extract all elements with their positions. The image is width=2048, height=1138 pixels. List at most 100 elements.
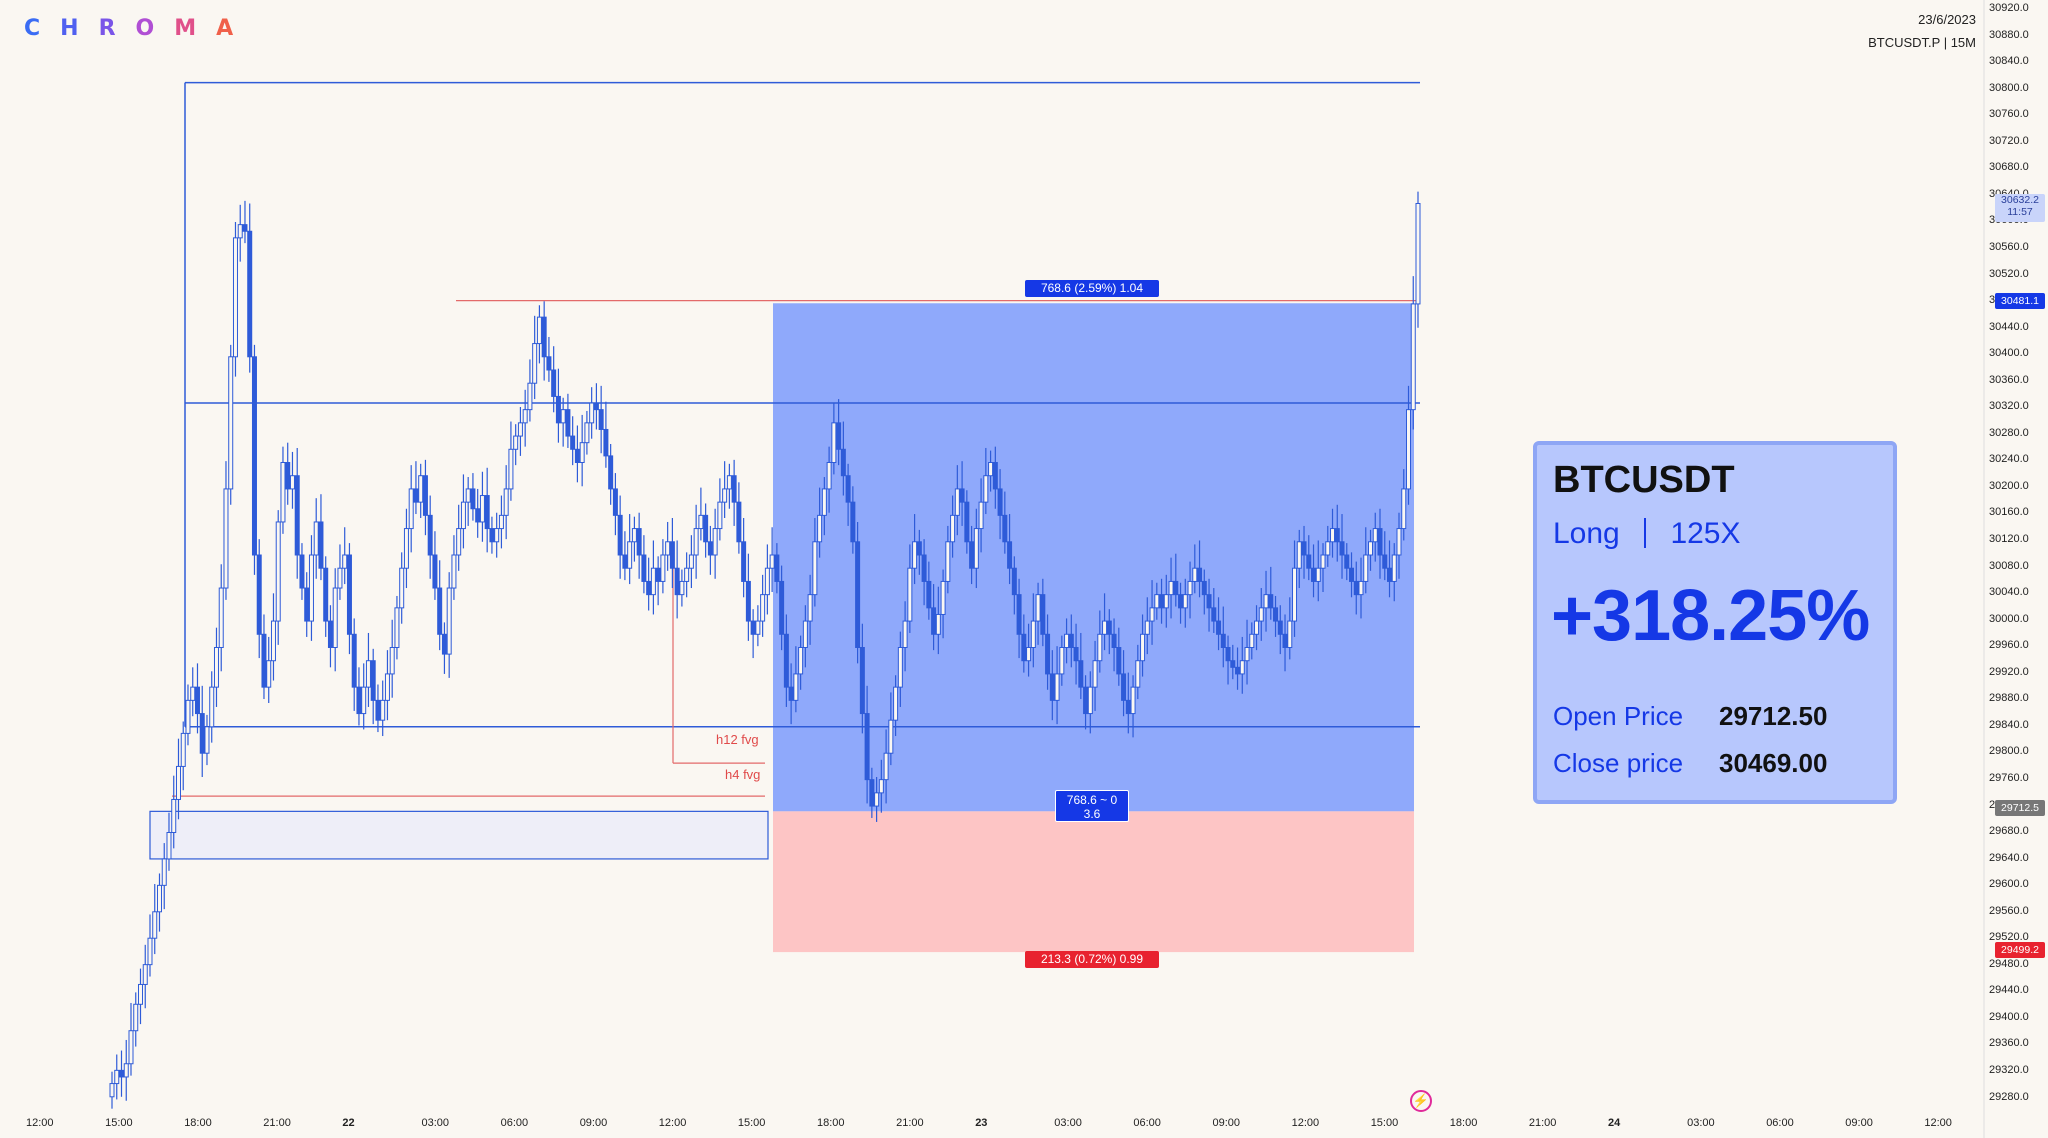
target-label[interactable]: 768.6 (2.59%) 1.04 — [1025, 280, 1159, 297]
candle-body — [1083, 686, 1089, 715]
candle-body — [152, 911, 158, 939]
candle-body — [546, 356, 552, 371]
candle-body — [589, 402, 595, 424]
candle-body — [693, 528, 699, 556]
price-tick-label: 30560.0 — [1989, 240, 2029, 253]
candle-body — [897, 647, 903, 688]
candle-body — [114, 1069, 120, 1085]
candle-body — [1254, 620, 1260, 635]
candle-body — [579, 442, 585, 463]
candle-body — [1111, 633, 1117, 648]
candle-body — [536, 316, 542, 345]
pnl-card: BTCUSDT Long 125X +318.25% Open Price 29… — [1533, 441, 1897, 804]
time-tick-label: 12:00 — [1291, 1117, 1320, 1129]
candle-body — [380, 699, 386, 721]
candle-body — [945, 541, 951, 582]
price-tick-label: 29800.0 — [1989, 745, 2029, 758]
candle-body — [698, 514, 704, 530]
price-tick-label: 30000.0 — [1989, 612, 2029, 625]
candle-body — [403, 528, 409, 569]
candle-body — [1353, 580, 1359, 596]
candle-body — [261, 633, 267, 688]
candle-body — [1187, 580, 1193, 596]
logo-letter: M — [174, 16, 217, 41]
candle-body — [308, 554, 314, 622]
time-tick-label: 09:00 — [579, 1117, 608, 1129]
candle-body — [617, 514, 623, 556]
candle-body — [1306, 554, 1312, 569]
candle-body — [1287, 620, 1293, 648]
candle-body — [1406, 409, 1412, 490]
candle-body — [242, 224, 248, 232]
close-price-label: Close price — [1553, 748, 1684, 778]
candle-body — [475, 508, 481, 523]
candle-body — [399, 567, 405, 609]
candle-body — [1325, 541, 1331, 556]
price-tick-label: 30520.0 — [1989, 267, 2029, 280]
candle-body — [109, 1083, 115, 1098]
price-tick-label: 29880.0 — [1989, 692, 2029, 705]
candle-body — [1002, 514, 1008, 543]
lightning-icon[interactable]: ⚡ — [1410, 1090, 1432, 1112]
candle-body — [1211, 607, 1217, 622]
candle-body — [783, 633, 789, 688]
time-tick-label: 12:00 — [1924, 1117, 1952, 1129]
candle-body — [180, 732, 186, 767]
candle-body — [408, 488, 414, 530]
candle-body — [199, 713, 205, 754]
candle-body — [1282, 633, 1288, 648]
candle-body — [337, 567, 343, 589]
candle-body — [850, 501, 856, 543]
candle-body — [1349, 567, 1355, 582]
candle-body — [484, 495, 490, 530]
stop-label[interactable]: 213.3 (0.72%) 0.99 — [1025, 951, 1159, 968]
candle-body — [826, 462, 832, 490]
price-tick-label: 30280.0 — [1989, 426, 2029, 439]
candle-body — [1045, 633, 1051, 675]
price-tick-label: 30840.0 — [1989, 55, 2029, 68]
candle-body — [1116, 647, 1122, 675]
candle-body — [869, 779, 875, 807]
candle-body — [964, 501, 970, 543]
candle-body — [655, 567, 661, 582]
candle-body — [156, 884, 162, 913]
candle-body — [574, 448, 580, 463]
candle-body — [665, 541, 671, 556]
time-tick-label: 21:00 — [896, 1117, 924, 1129]
candle-body — [940, 580, 946, 615]
h4-fvg-label: h4 fvg — [725, 767, 761, 782]
candle-body — [1030, 620, 1036, 648]
candle-body — [418, 475, 424, 503]
price-tick-label: 30800.0 — [1989, 81, 2029, 94]
candle-body — [394, 607, 400, 648]
chroma-logo: CHROMA — [24, 16, 253, 41]
candle-body — [1391, 554, 1397, 582]
candle-body — [921, 554, 927, 582]
time-tick-label: 06:00 — [1766, 1117, 1794, 1129]
candle-body — [1054, 673, 1060, 701]
candle-body — [798, 647, 804, 675]
candle-body — [636, 528, 642, 556]
time-tick-label: 03:00 — [1054, 1117, 1082, 1129]
open-price-value: 29712.50 — [1719, 701, 1828, 731]
candle-body — [612, 488, 618, 516]
candle-body — [213, 647, 219, 688]
price-tick-label: 29600.0 — [1989, 878, 2029, 891]
time-tick-label: 18:00 — [1449, 1117, 1478, 1129]
candle-body — [726, 475, 732, 490]
candle-body — [498, 514, 504, 530]
candle-body — [342, 554, 348, 569]
time-tick-label: 21:00 — [1528, 1117, 1557, 1129]
candle-body — [1087, 686, 1093, 715]
candle-body — [446, 587, 452, 655]
candle-body — [570, 435, 576, 450]
candle-body — [456, 528, 462, 556]
time-tick-label: 23 — [975, 1117, 988, 1129]
risk-reward-label[interactable]: 768.6 ~ 0 3.6 — [1055, 790, 1129, 822]
candle-body — [1159, 594, 1165, 609]
price-tick-label: 29440.0 — [1989, 984, 2029, 997]
candle-body — [1230, 660, 1236, 668]
candle-body — [432, 554, 438, 589]
candle-body — [1011, 567, 1017, 596]
